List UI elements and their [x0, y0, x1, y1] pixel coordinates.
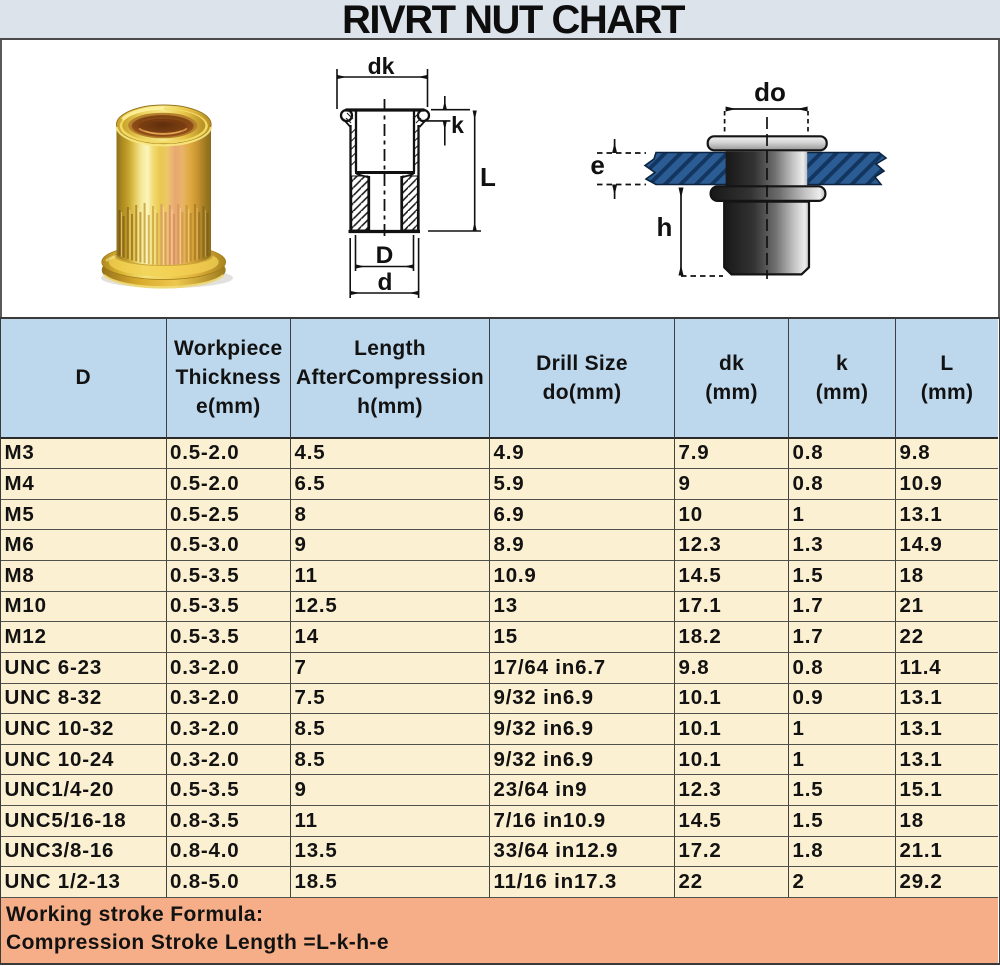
svg-text:D: D: [376, 242, 394, 269]
svg-text:d: d: [378, 269, 393, 296]
svg-text:e: e: [590, 150, 604, 180]
svg-text:L: L: [480, 162, 496, 192]
svg-text:dk: dk: [368, 55, 395, 79]
svg-text:do: do: [754, 80, 786, 107]
svg-text:h: h: [657, 212, 673, 242]
svg-text:k: k: [451, 112, 464, 138]
